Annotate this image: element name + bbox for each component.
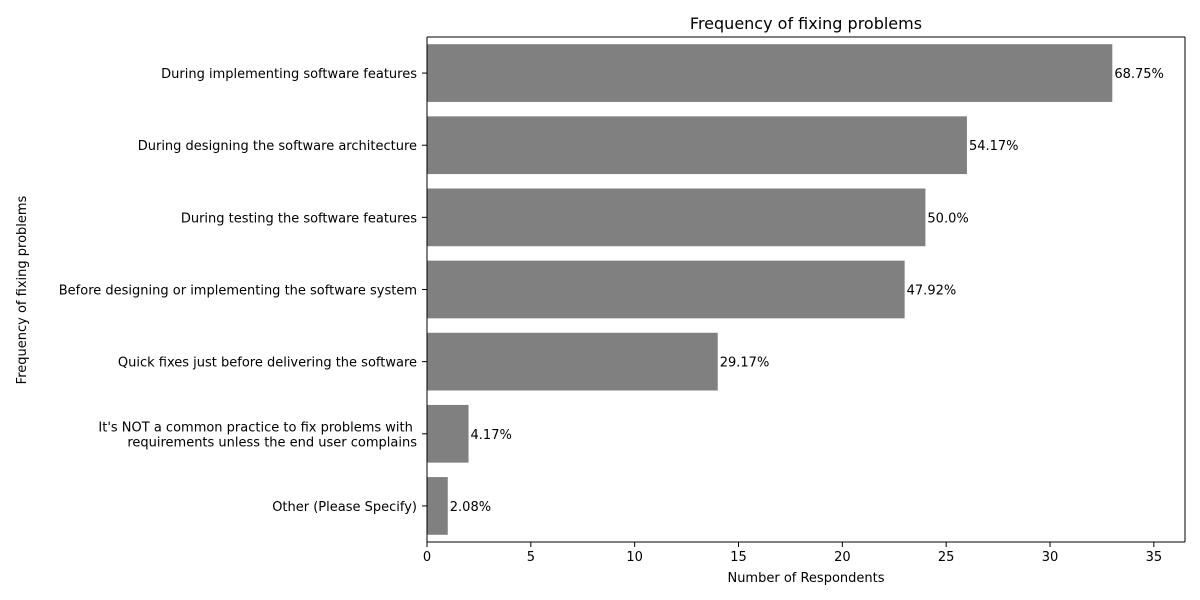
category-labels-group: During implementing software features Dur… xyxy=(59,67,417,515)
category-label: During designing the software architectu… xyxy=(138,139,417,154)
category-label: Quick fixes just before delivering the s… xyxy=(118,356,417,371)
axes-group xyxy=(422,36,1186,543)
x-axis-title: Number of Respondents xyxy=(727,571,884,586)
bar xyxy=(427,404,469,463)
x-tick-label: 10 xyxy=(626,550,643,565)
category-label: During implementing software features xyxy=(161,67,417,82)
data-label: 47.92% xyxy=(907,284,957,299)
category-label: Other (Please Specify) xyxy=(272,500,417,515)
category-label: It's NOT a common practice to fix proble… xyxy=(98,420,417,450)
data-label: 68.75% xyxy=(1114,67,1164,82)
x-ticks-group: 0 5 10 15 20 25 30 35 xyxy=(423,542,1162,565)
bar xyxy=(427,188,926,247)
bar xyxy=(427,44,1113,102)
x-tick-label: 15 xyxy=(730,550,747,565)
data-label: 4.17% xyxy=(471,428,512,443)
data-labels-group: 68.75% 54.17% 50.0% 47.92% 29.17% 4.17% 2.08% xyxy=(450,67,1164,515)
x-tick-label: 25 xyxy=(938,550,955,565)
x-tick-label: 20 xyxy=(834,550,851,565)
x-tick-label: 35 xyxy=(1146,550,1163,565)
data-label: 29.17% xyxy=(720,356,770,371)
bars-group xyxy=(427,44,1113,535)
bar xyxy=(427,477,448,535)
data-label: 50.0% xyxy=(927,211,968,226)
category-label: During testing the software features xyxy=(181,211,417,226)
bar xyxy=(427,332,718,391)
x-tick-label: 0 xyxy=(423,550,431,565)
bar xyxy=(427,260,905,319)
y-axis-title: Frequency of fixing problems xyxy=(15,195,30,384)
x-tick-label: 30 xyxy=(1042,550,1059,565)
bar xyxy=(427,116,967,175)
category-label: Before designing or implementing the sof… xyxy=(59,284,417,299)
data-label: 2.08% xyxy=(450,500,491,515)
x-tick-label: 5 xyxy=(527,550,535,565)
data-label: 54.17% xyxy=(969,139,1019,154)
chart-title: Frequency of fixing problems xyxy=(690,14,922,33)
